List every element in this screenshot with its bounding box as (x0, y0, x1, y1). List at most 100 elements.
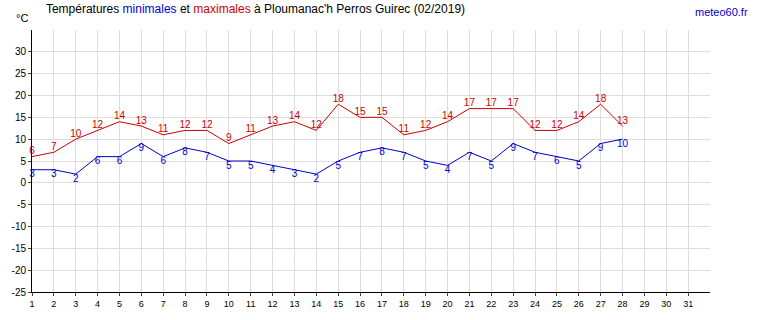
svg-text:7: 7 (357, 151, 363, 162)
svg-text:25: 25 (15, 68, 27, 79)
svg-text:meteo60.fr: meteo60.fr (695, 6, 748, 18)
svg-text:29: 29 (639, 299, 649, 309)
svg-text:Températures minimales et maxi: Températures minimales et maximales à Pl… (46, 2, 465, 16)
svg-text:10: 10 (70, 128, 82, 139)
svg-text:11: 11 (246, 123, 257, 134)
svg-text:23: 23 (508, 299, 518, 309)
svg-text:8: 8 (182, 146, 188, 157)
svg-text:15: 15 (333, 299, 343, 309)
svg-text:5: 5 (576, 160, 582, 171)
svg-text:18: 18 (333, 93, 345, 104)
svg-text:19: 19 (421, 299, 431, 309)
svg-text:6: 6 (139, 299, 144, 309)
svg-text:20: 20 (443, 299, 453, 309)
svg-text:14: 14 (573, 110, 585, 121)
svg-text:12: 12 (551, 119, 563, 130)
svg-text:12: 12 (201, 119, 213, 130)
svg-text:5: 5 (117, 299, 122, 309)
svg-text:7: 7 (532, 151, 538, 162)
svg-text:27: 27 (596, 299, 606, 309)
svg-text:17: 17 (377, 299, 387, 309)
svg-text:9: 9 (510, 142, 516, 153)
svg-text:5: 5 (423, 160, 429, 171)
svg-text:10: 10 (617, 138, 629, 149)
svg-text:10: 10 (15, 134, 27, 145)
svg-text:6: 6 (160, 155, 166, 166)
svg-text:14: 14 (114, 110, 126, 121)
svg-text:17: 17 (464, 97, 476, 108)
svg-text:12: 12 (92, 119, 104, 130)
svg-text:15: 15 (354, 106, 366, 117)
svg-text:7: 7 (51, 141, 57, 152)
svg-text:4: 4 (95, 299, 100, 309)
svg-text:20: 20 (15, 90, 27, 101)
svg-text:4: 4 (445, 164, 451, 175)
svg-text:11: 11 (399, 123, 410, 134)
svg-text:18: 18 (399, 299, 409, 309)
svg-text:14: 14 (311, 299, 321, 309)
svg-text:11: 11 (246, 299, 255, 309)
svg-text:10: 10 (224, 299, 234, 309)
svg-text:30: 30 (15, 46, 27, 57)
svg-text:30: 30 (661, 299, 671, 309)
svg-text:5: 5 (248, 160, 254, 171)
svg-text:5: 5 (226, 160, 232, 171)
svg-text:8: 8 (183, 299, 188, 309)
svg-text:5: 5 (20, 156, 26, 167)
svg-text:13: 13 (289, 299, 299, 309)
svg-text:7: 7 (161, 299, 166, 309)
svg-text:-5: -5 (17, 199, 26, 210)
svg-text:12: 12 (268, 299, 278, 309)
svg-text:13: 13 (136, 115, 148, 126)
svg-text:8: 8 (379, 146, 385, 157)
svg-text:13: 13 (267, 115, 279, 126)
svg-text:1: 1 (29, 299, 34, 309)
svg-text:26: 26 (574, 299, 584, 309)
svg-text:7: 7 (204, 151, 210, 162)
svg-text:9: 9 (226, 132, 232, 143)
svg-text:17: 17 (508, 97, 520, 108)
svg-text:3: 3 (29, 168, 35, 179)
svg-text:6: 6 (95, 155, 101, 166)
svg-text:17: 17 (486, 97, 498, 108)
svg-text:28: 28 (618, 299, 628, 309)
svg-text:3: 3 (73, 299, 78, 309)
svg-text:2: 2 (73, 173, 79, 184)
svg-text:6: 6 (29, 145, 35, 156)
svg-text:15: 15 (376, 106, 388, 117)
svg-text:14: 14 (289, 110, 301, 121)
svg-text:0: 0 (20, 177, 26, 188)
svg-text:°C: °C (16, 12, 28, 24)
svg-text:-15: -15 (12, 243, 27, 254)
svg-text:5: 5 (489, 160, 495, 171)
svg-text:9: 9 (139, 142, 145, 153)
svg-text:15: 15 (15, 112, 27, 123)
svg-text:11: 11 (158, 123, 169, 134)
svg-text:12: 12 (180, 119, 192, 130)
svg-text:-20: -20 (12, 265, 27, 276)
svg-text:-25: -25 (12, 287, 27, 298)
svg-text:31: 31 (683, 299, 693, 309)
svg-text:2: 2 (51, 299, 56, 309)
svg-text:12: 12 (420, 119, 432, 130)
svg-text:7: 7 (467, 151, 473, 162)
svg-text:9: 9 (204, 299, 209, 309)
svg-text:2: 2 (314, 173, 320, 184)
svg-text:4: 4 (270, 164, 276, 175)
svg-text:14: 14 (442, 110, 454, 121)
svg-text:3: 3 (292, 168, 298, 179)
svg-text:9: 9 (598, 142, 604, 153)
svg-text:3: 3 (51, 168, 57, 179)
svg-text:12: 12 (529, 119, 541, 130)
svg-text:6: 6 (554, 155, 560, 166)
svg-text:7: 7 (401, 151, 407, 162)
svg-text:24: 24 (530, 299, 540, 309)
svg-text:13: 13 (617, 115, 629, 126)
svg-text:21: 21 (464, 299, 474, 309)
svg-text:25: 25 (552, 299, 562, 309)
svg-text:5: 5 (335, 160, 341, 171)
svg-text:22: 22 (486, 299, 496, 309)
svg-text:-10: -10 (12, 221, 27, 232)
svg-text:16: 16 (355, 299, 365, 309)
svg-text:6: 6 (117, 155, 123, 166)
